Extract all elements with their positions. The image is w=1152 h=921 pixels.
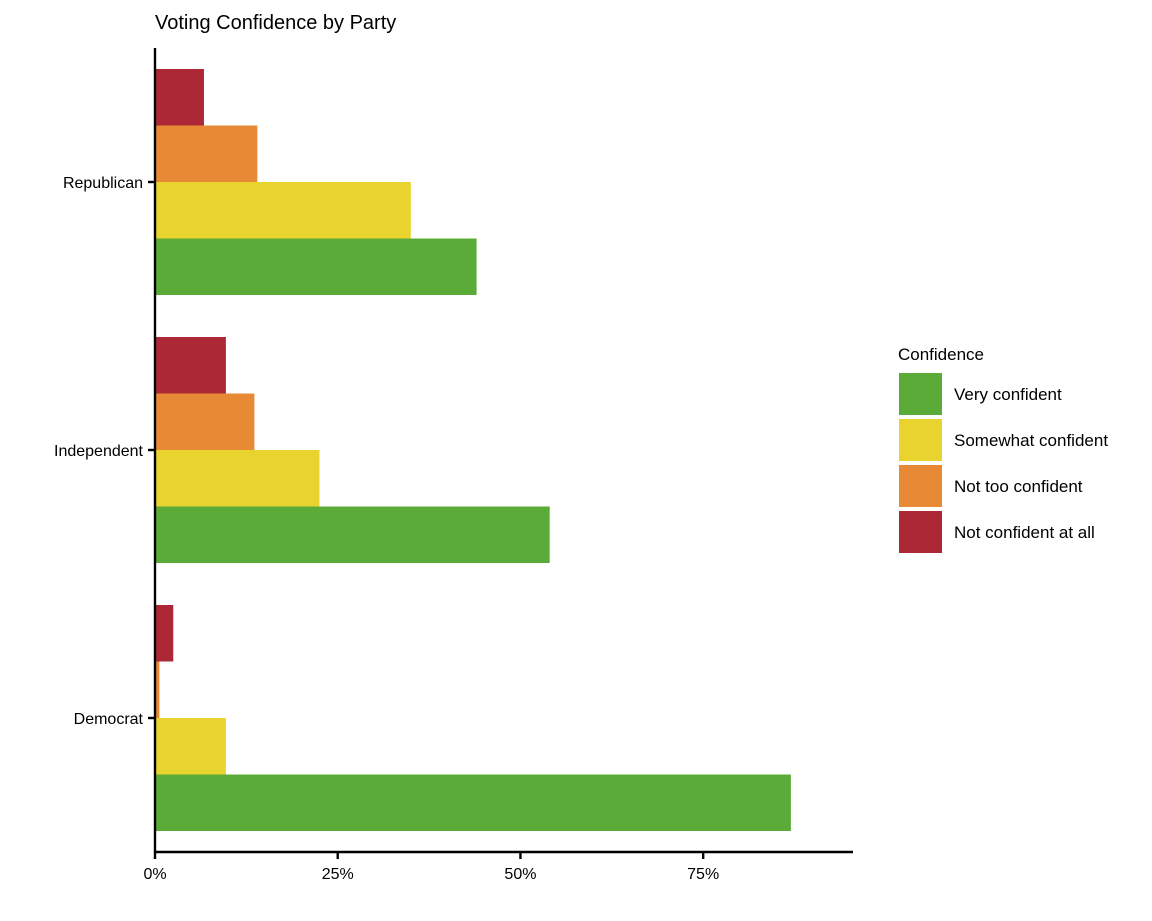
y-tick-label-democrat: Democrat (74, 711, 144, 728)
x-tick-label-0: 0% (143, 866, 166, 883)
x-tick-label-25: 25% (322, 866, 354, 883)
legend-swatch-somewhat-confident (899, 419, 942, 461)
chart-title: Voting Confidence by Party (155, 12, 396, 34)
bar-democrat-not-confident-at-all (155, 605, 174, 662)
bar-independent-not-confident-at-all (155, 337, 226, 394)
legend-swatch-very-confident (899, 373, 942, 415)
bar-republican-somewhat-confident (155, 182, 411, 239)
x-tick-label-75: 75% (687, 866, 719, 883)
bar-independent-very-confident (155, 506, 550, 563)
x-axis-ticks: 0% 25% 50% 75% (143, 852, 719, 883)
x-tick-label-50: 50% (504, 866, 536, 883)
y-axis-ticks: Republican Independent Democrat (54, 175, 155, 728)
bar-democrat-very-confident (155, 774, 791, 831)
bar-independent-not-too-confident (155, 393, 255, 450)
bar-republican-not-too-confident (155, 125, 258, 182)
bars-layer (155, 69, 791, 831)
bar-republican-very-confident (155, 238, 477, 295)
y-tick-label-republican: Republican (63, 175, 143, 192)
bar-democrat-somewhat-confident (155, 718, 226, 775)
legend-label-not-too-confident: Not too confident (954, 477, 1083, 496)
legend-label-somewhat-confident: Somewhat confident (954, 431, 1108, 450)
legend: Confidence Very confident Somewhat confid… (898, 345, 1108, 553)
legend-swatch-not-too-confident (899, 465, 942, 507)
legend-label-very-confident: Very confident (954, 385, 1062, 404)
bar-democrat-not-too-confident (155, 661, 160, 718)
legend-label-not-confident-at-all: Not confident at all (954, 523, 1095, 542)
y-tick-label-independent: Independent (54, 443, 144, 460)
legend-swatch-not-confident-at-all (899, 511, 942, 553)
legend-title: Confidence (898, 345, 984, 364)
bar-independent-somewhat-confident (155, 450, 320, 507)
bar-republican-not-confident-at-all (155, 69, 204, 126)
